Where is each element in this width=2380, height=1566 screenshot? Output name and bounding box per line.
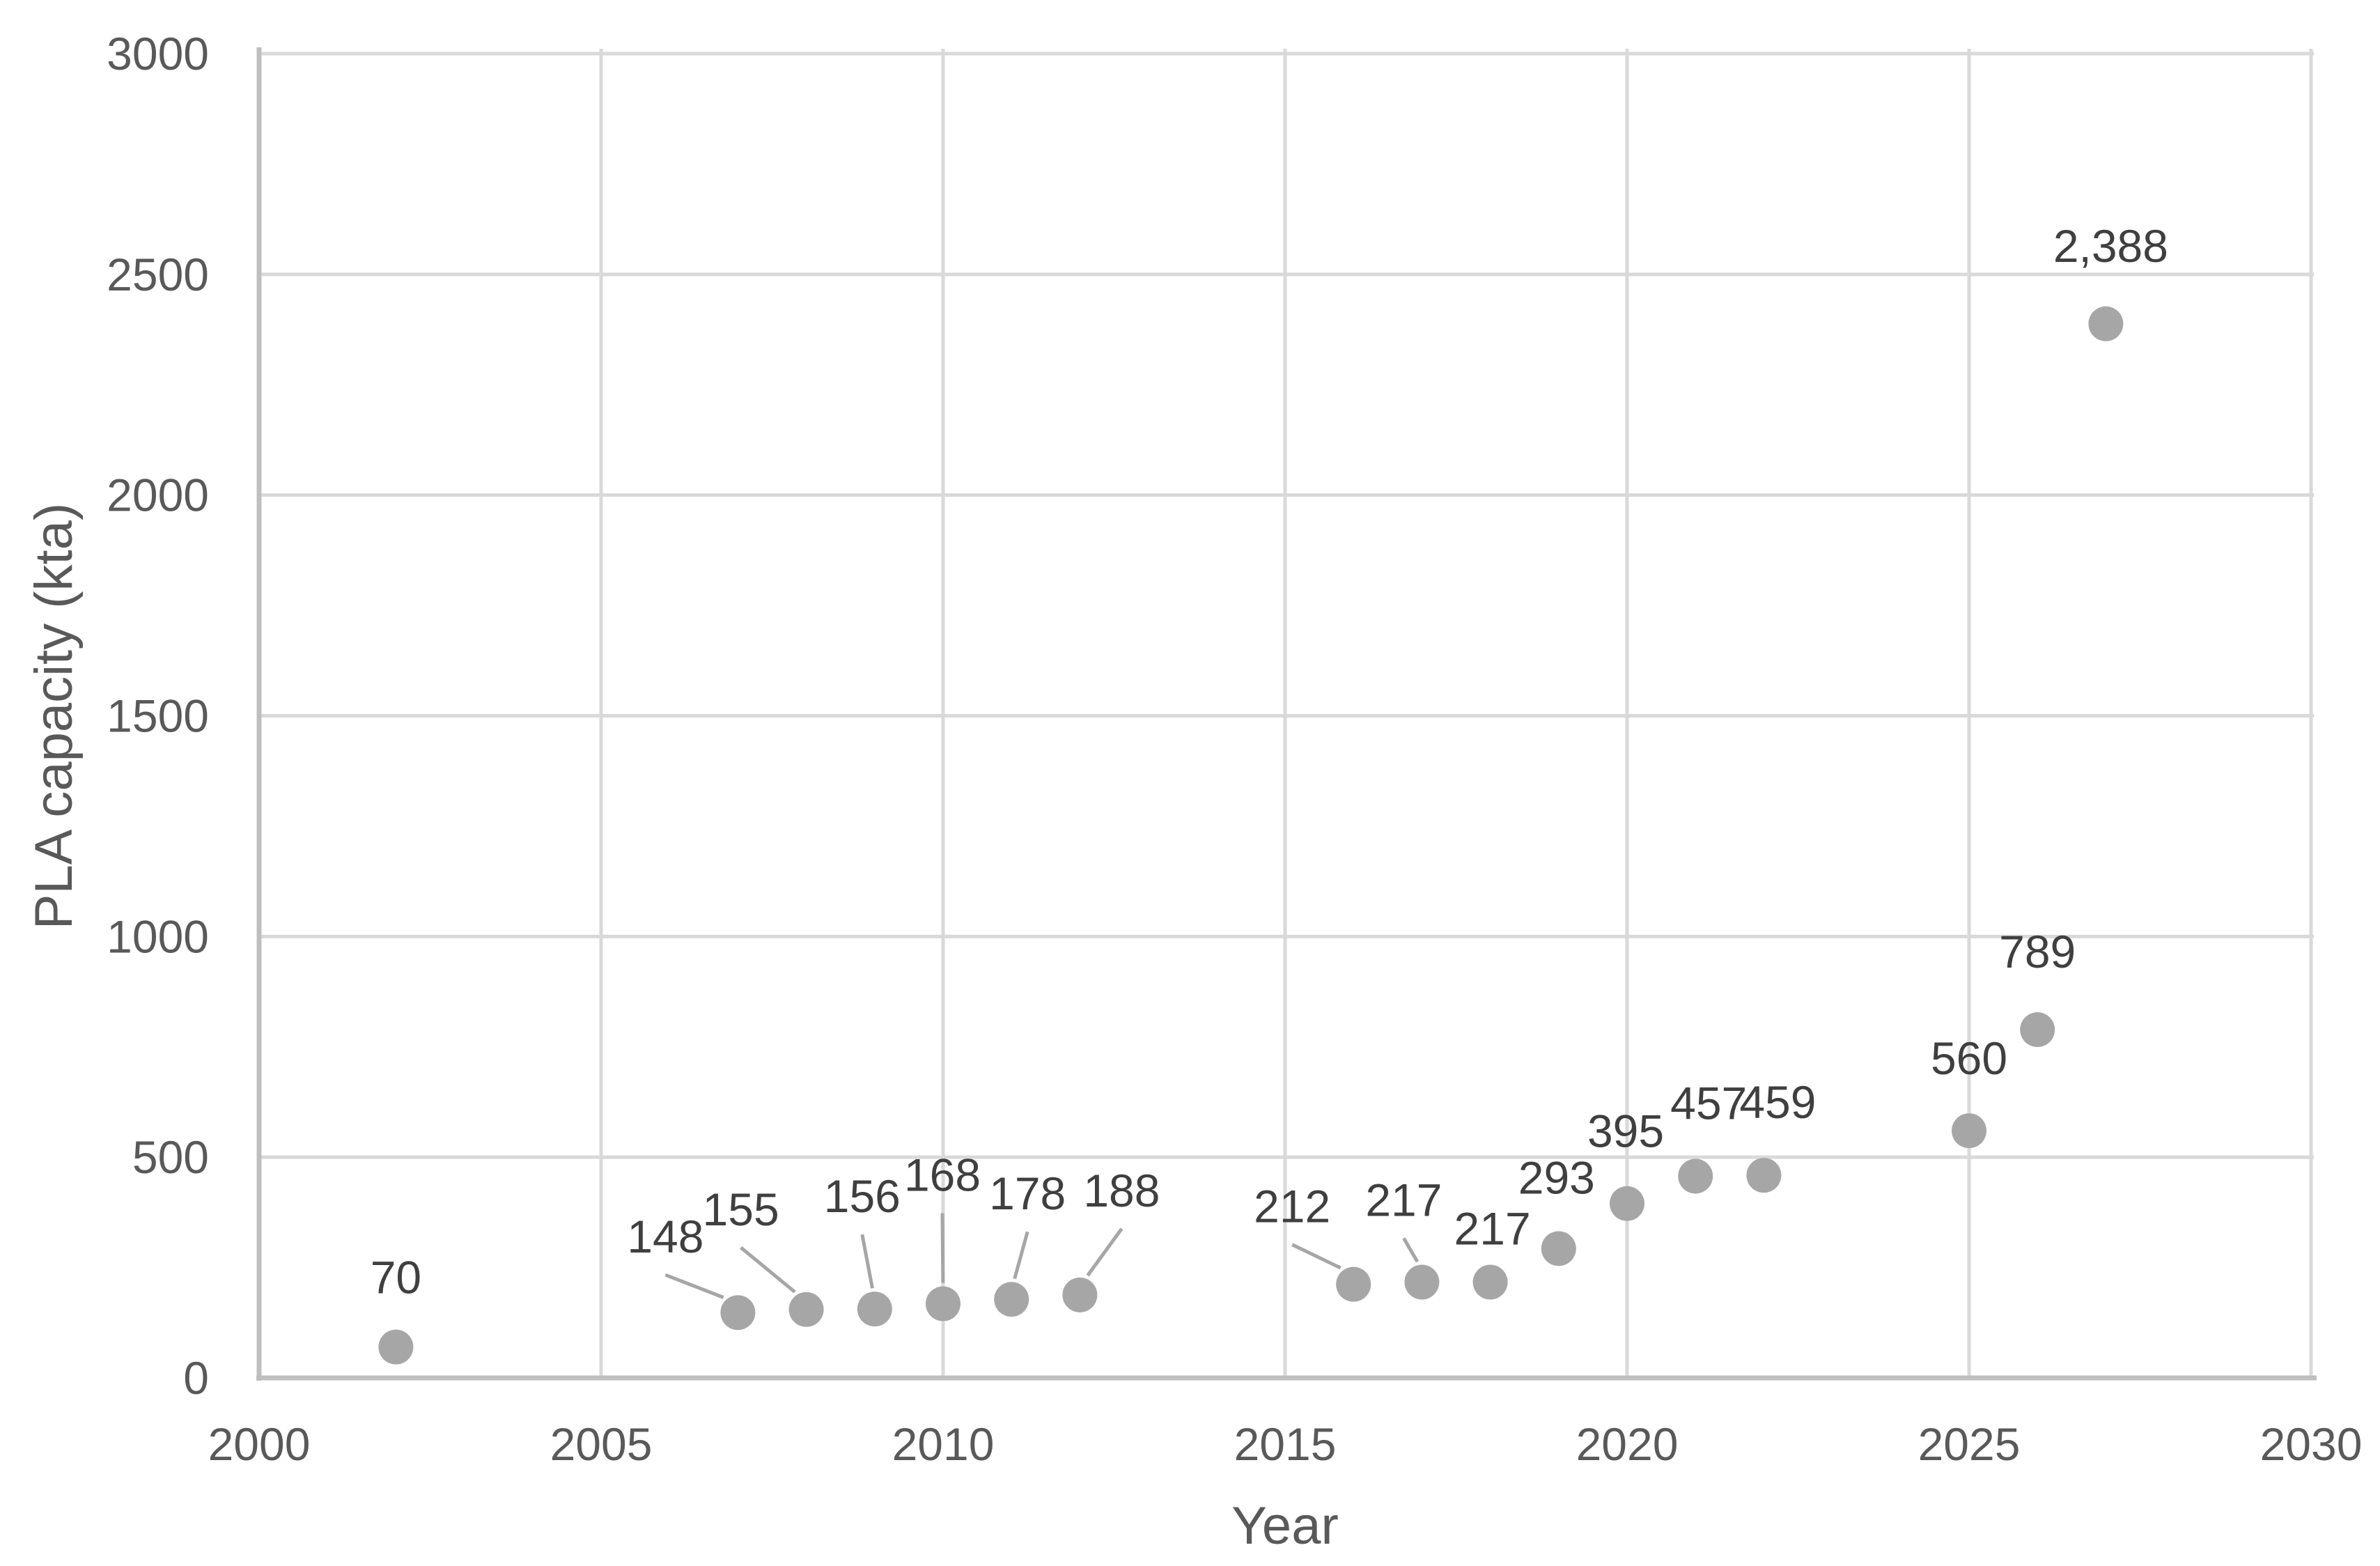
data-point: [1472, 1264, 1508, 1300]
data-point-label: 293: [1518, 1152, 1595, 1203]
leader-line: [740, 1246, 796, 1294]
data-point: [1746, 1158, 1782, 1193]
data-point: [1404, 1264, 1440, 1300]
data-point-label: 212: [1254, 1181, 1330, 1232]
data-point: [2088, 306, 2124, 341]
x-tick-label: 2030: [2260, 1418, 2363, 1470]
data-point: [720, 1295, 756, 1331]
y-tick-label: 0: [183, 1352, 209, 1404]
data-point-label: 70: [371, 1252, 421, 1303]
data-point: [1678, 1158, 1713, 1194]
data-point-label: 459: [1739, 1076, 1816, 1128]
y-tick-label: 2500: [107, 249, 209, 300]
data-point-label: 155: [703, 1184, 779, 1235]
x-tick-label: 2000: [208, 1418, 311, 1470]
data-point: [857, 1292, 892, 1327]
x-tick-label: 2015: [1234, 1418, 1337, 1470]
data-point: [1336, 1266, 1371, 1302]
data-point: [1062, 1277, 1098, 1312]
data-point-label: 789: [1999, 926, 2076, 977]
data-point: [994, 1282, 1029, 1317]
data-point: [1952, 1113, 1986, 1149]
x-tick-label: 2005: [550, 1418, 653, 1470]
x-tick-label: 2025: [1918, 1418, 2021, 1470]
axis-lines: [256, 47, 2317, 1381]
data-point: [926, 1286, 960, 1321]
data-point: [2020, 1012, 2055, 1048]
leader-line: [1013, 1231, 1029, 1280]
leader-line: [860, 1234, 874, 1289]
data-point-label: 560: [1931, 1032, 2007, 1084]
data-point: [1541, 1231, 1576, 1266]
y-axis-title: PLA capacity (kta): [24, 503, 84, 930]
x-axis-title: Year: [1231, 1496, 1339, 1556]
x-tick-label: 2010: [892, 1418, 995, 1470]
data-point-label: 156: [824, 1170, 901, 1222]
data-point: [788, 1292, 824, 1327]
leader-line: [1402, 1237, 1420, 1263]
leader-line: [664, 1273, 724, 1299]
leader-line: [1291, 1243, 1341, 1270]
leader-line: [940, 1213, 945, 1283]
data-point-label: 188: [1083, 1165, 1160, 1216]
data-point: [1610, 1186, 1644, 1221]
y-tick-label: 2000: [107, 470, 209, 521]
data-point-label: 168: [904, 1149, 981, 1201]
data-point-label: 217: [1454, 1202, 1531, 1254]
tick-labels: 2000 2005 2010 2015 2020 2025 2030 0 500 1000 1500…: [107, 28, 2362, 1470]
y-tick-label: 1000: [107, 910, 209, 962]
leader-lines: [664, 1213, 1420, 1299]
y-tick-label: 1500: [107, 690, 209, 742]
data-point-label: 217: [1365, 1174, 1442, 1225]
data-point-label: 457: [1670, 1077, 1747, 1129]
data-points: [378, 306, 2124, 1365]
data-point-label: 395: [1587, 1106, 1664, 1157]
gridlines: [259, 49, 2314, 1378]
data-point-label: 178: [989, 1168, 1066, 1219]
data-point-label: 148: [627, 1211, 703, 1262]
data-point-label: 2,388: [2053, 220, 2168, 272]
x-tick-label: 2020: [1576, 1418, 1679, 1470]
y-tick-label: 3000: [107, 28, 209, 79]
y-tick-label: 500: [132, 1131, 209, 1183]
data-point: [378, 1329, 414, 1365]
leader-line: [1086, 1227, 1123, 1277]
